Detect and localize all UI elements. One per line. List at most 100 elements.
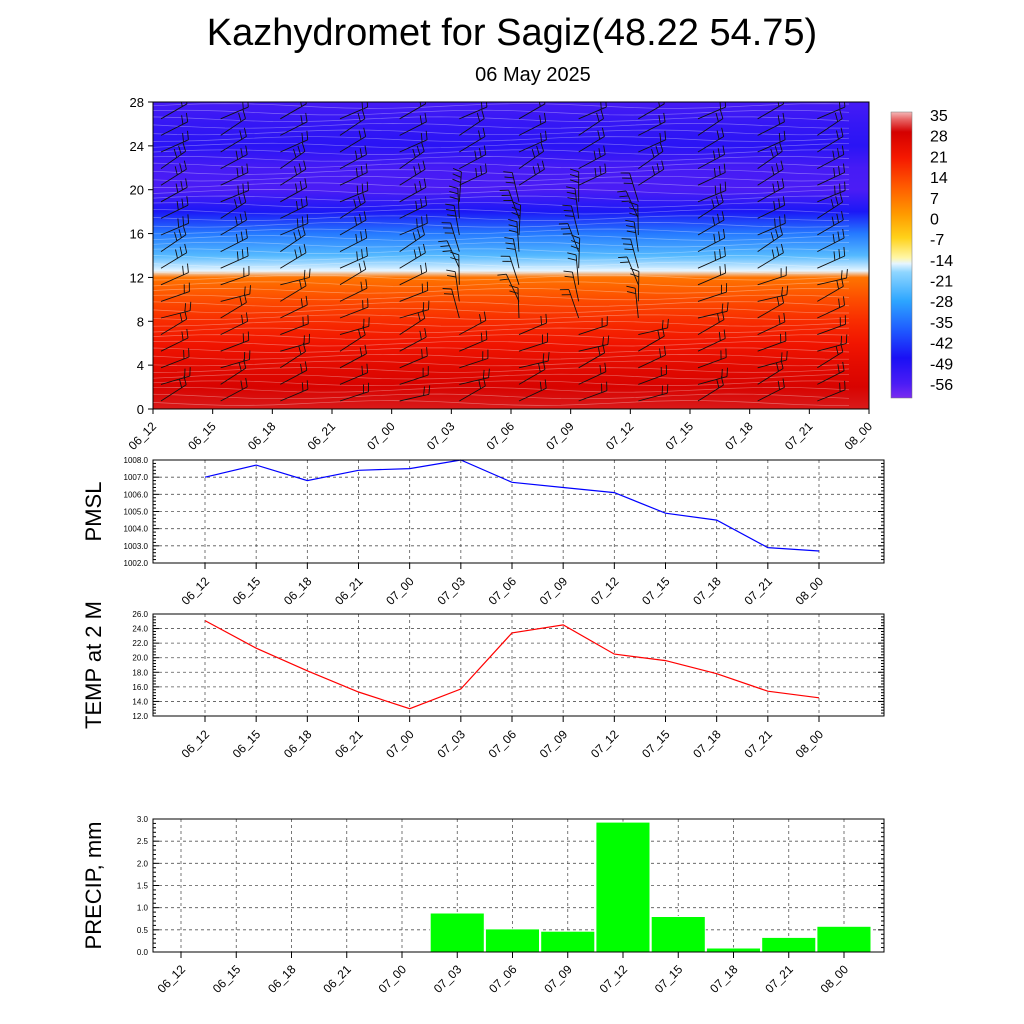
wind-barb-flag xyxy=(428,385,431,395)
wind-barb-flag xyxy=(356,185,359,195)
wind-barb-flag xyxy=(300,298,303,308)
wind-barb-flag xyxy=(562,204,572,207)
wind-barb-flag xyxy=(417,163,421,173)
wind-barb-flag xyxy=(249,285,251,295)
isotherm-line xyxy=(153,274,850,281)
heatmap-x-tick-label: 07_18 xyxy=(722,419,756,453)
isotherm-line xyxy=(153,162,850,169)
wind-barb-flag xyxy=(839,382,841,392)
wind-barb-flag xyxy=(296,218,299,228)
wind-barb-flag xyxy=(838,298,841,308)
wind-barb-flag xyxy=(718,165,721,175)
wind-barb-flag xyxy=(366,363,369,373)
y-axis-label: PRECIP, mm xyxy=(81,822,106,950)
wind-barb-flag xyxy=(505,242,515,245)
wind-barb-flag xyxy=(245,145,248,155)
isotherm-line xyxy=(153,393,850,400)
wind-barb-flag xyxy=(447,274,456,278)
wind-barb-flag xyxy=(713,233,716,243)
heatmap-x-tick-label: 07_06 xyxy=(484,419,518,453)
colorbar-frame xyxy=(890,111,913,399)
isotherm-line xyxy=(153,347,850,353)
wind-barb-flag xyxy=(834,185,836,195)
isotherm-line xyxy=(153,169,850,175)
colorbar-label: -56 xyxy=(930,377,953,394)
wind-barb-flag xyxy=(566,191,576,195)
wind-barb-flag xyxy=(419,180,422,190)
x-tick-label: 07_03 xyxy=(434,727,468,761)
wind-barb-flag xyxy=(723,163,726,173)
wind-barb-flag xyxy=(175,249,178,259)
wind-barb-flag xyxy=(476,112,481,122)
wind-barb-flag xyxy=(478,379,482,389)
wind-barb-flag xyxy=(835,196,839,206)
wind-barb-flag xyxy=(775,362,779,372)
wind-barb-flag xyxy=(721,368,723,379)
wind-barb-flag xyxy=(773,201,776,211)
wind-barb-flag xyxy=(177,218,180,228)
x-tick-label: 06_12 xyxy=(179,574,213,608)
isotherm-line xyxy=(153,301,850,307)
wind-barb-flag xyxy=(246,163,249,173)
wind-barb-flag xyxy=(537,163,541,173)
heatmap-x-tick-label: 07_12 xyxy=(603,419,637,453)
wind-barb-flag xyxy=(658,115,661,125)
wind-barb-flag xyxy=(843,246,846,257)
x-tick-label: 07_00 xyxy=(383,574,417,608)
panel-bg xyxy=(153,614,884,716)
wind-barb-flag xyxy=(629,207,639,211)
wind-barb-flag xyxy=(449,196,459,200)
wind-barb-flag xyxy=(299,279,302,289)
isotherm-line xyxy=(153,202,850,208)
wind-barb-flag xyxy=(294,249,298,259)
wind-barb-flag xyxy=(661,160,665,170)
wind-barb-flag xyxy=(508,229,518,233)
wind-barb-flag xyxy=(724,102,727,108)
heatmap-y-tick-label: 8 xyxy=(137,314,144,329)
wind-barb-flag xyxy=(840,270,843,280)
wind-barb-flag xyxy=(569,173,579,178)
wind-barb-flag xyxy=(419,115,423,125)
wind-barb-flag xyxy=(186,329,189,339)
isotherm-line xyxy=(153,116,850,122)
wind-barb-flag xyxy=(593,150,597,160)
wind-barb-flag xyxy=(843,163,845,173)
isotherm-line xyxy=(153,182,850,188)
heatmap-x-tick-label: 06_15 xyxy=(185,419,219,453)
colorbar-label: 28 xyxy=(930,129,948,146)
wind-barb-flag xyxy=(238,112,242,122)
x-tick-label: 06_21 xyxy=(332,574,366,608)
wind-barb-flag xyxy=(364,344,367,354)
wind-barb-flag xyxy=(564,275,574,278)
precip-bar xyxy=(595,821,651,953)
wind-barb-flag xyxy=(544,379,547,389)
wind-barb-flag xyxy=(235,233,239,243)
wind-barb-flag xyxy=(295,183,298,193)
wind-barb-flag xyxy=(776,296,780,306)
wind-barb-flag xyxy=(652,166,656,176)
y-tick-label: 1003.0 xyxy=(124,542,149,551)
wind-barb-flag xyxy=(845,334,848,344)
wind-barb-flag xyxy=(722,229,726,239)
wind-barb-flag xyxy=(782,112,785,122)
y-tick-label: 1008.0 xyxy=(124,456,149,465)
wind-barb-flag xyxy=(480,332,483,342)
wind-barb-flag xyxy=(443,293,454,295)
wind-barb-flag xyxy=(353,199,357,209)
wind-barb-flag xyxy=(667,318,669,328)
wind-barb-flag xyxy=(724,246,726,257)
wind-barb-flag xyxy=(844,102,846,108)
wind-barb-flag xyxy=(361,183,364,193)
wind-barb-flag xyxy=(179,313,183,322)
wind-barb-flag xyxy=(480,165,483,175)
wind-barb-flag xyxy=(661,385,664,395)
wind-barb-flag xyxy=(452,178,461,184)
wind-barb-flag xyxy=(421,216,423,226)
wind-barb-flag xyxy=(182,142,187,152)
wind-barb-flag xyxy=(298,345,302,355)
wind-barb-flag xyxy=(656,163,660,173)
wind-barb-flag xyxy=(414,183,417,193)
wind-barb-flag xyxy=(478,130,481,140)
wind-barb-flag xyxy=(446,269,456,273)
wind-barb-flag xyxy=(897,98,899,107)
